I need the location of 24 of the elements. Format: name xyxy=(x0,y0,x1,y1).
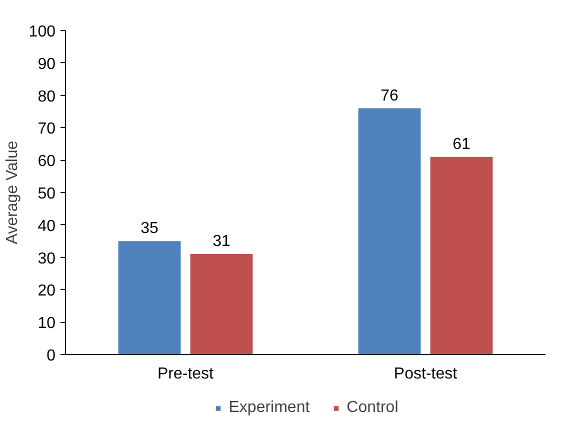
x-tick-label: Post-test xyxy=(394,366,458,382)
data-label: 76 xyxy=(380,87,398,104)
bar xyxy=(430,156,493,354)
legend-label: Experiment xyxy=(228,398,310,416)
y-tick-label: 100 xyxy=(28,24,56,40)
y-tick-label: 0 xyxy=(46,348,56,364)
y-axis-title: Average Value xyxy=(4,140,21,244)
legend-label: Control xyxy=(346,398,398,416)
bar xyxy=(190,254,253,354)
bar xyxy=(358,108,421,354)
y-tick-label: 80 xyxy=(38,88,56,106)
data-label: 35 xyxy=(140,220,158,238)
data-label: 61 xyxy=(452,136,470,153)
y-tick-label: 70 xyxy=(38,120,56,138)
y-tick-label: 60 xyxy=(38,153,56,170)
bar xyxy=(118,241,181,354)
y-tick-label: 90 xyxy=(38,56,56,73)
data-label: 31 xyxy=(212,233,230,250)
y-tick-label: 30 xyxy=(38,250,56,268)
y-tick-label: 20 xyxy=(38,282,56,300)
x-tick-label: Pre-test xyxy=(157,366,214,382)
y-tick-label: 10 xyxy=(38,315,56,332)
y-tick-label: 40 xyxy=(38,218,56,235)
y-tick-label: 50 xyxy=(38,186,56,202)
